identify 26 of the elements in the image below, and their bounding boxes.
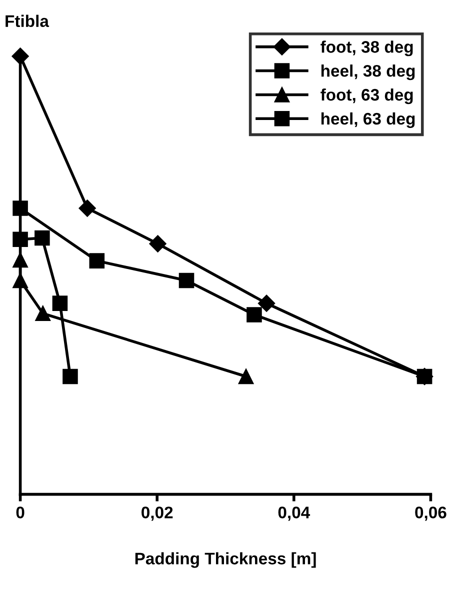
point [89, 253, 105, 268]
x-tick-label: 0 [16, 506, 24, 518]
point [78, 200, 96, 217]
point [12, 200, 28, 216]
point [12, 48, 29, 65]
point [62, 368, 78, 384]
legend-label: heel, 38 deg [321, 64, 415, 80]
point [238, 368, 254, 384]
point [52, 296, 68, 311]
legend-label: foot, 38 deg [320, 40, 413, 56]
point [12, 232, 28, 247]
point [34, 230, 50, 246]
x-tick-label: 0,04 [278, 506, 310, 521]
point [35, 306, 51, 322]
point [258, 294, 276, 312]
point [246, 307, 262, 322]
legend-label: foot, 63 deg [320, 88, 413, 104]
y-axis-title: Ftibla [6, 14, 50, 28]
point [12, 272, 28, 288]
point [149, 235, 166, 252]
point [12, 252, 28, 268]
point [178, 272, 194, 288]
x-tick-label: 0,02 [142, 506, 173, 521]
legend-label: heel, 63 deg [321, 112, 415, 128]
x-axis-title: Padding Thickness [m] [135, 552, 316, 568]
x-tick-label: 0,06 [415, 506, 446, 521]
